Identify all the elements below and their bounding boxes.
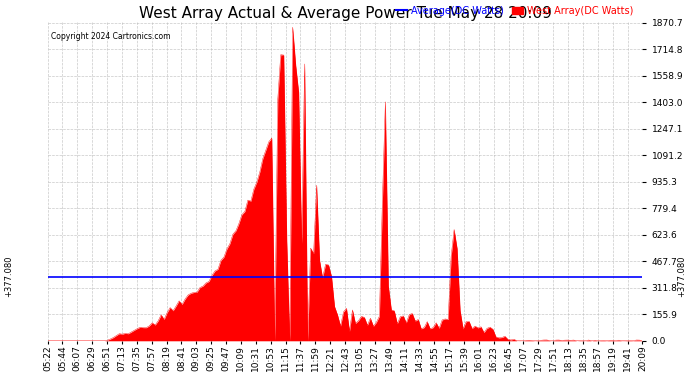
Text: +377.080: +377.080 — [4, 256, 13, 297]
Legend: Average(DC Watts), West Array(DC Watts): Average(DC Watts), West Array(DC Watts) — [392, 2, 638, 20]
Text: +377.080: +377.080 — [677, 256, 686, 297]
Title: West Array Actual & Average Power Tue May 28 20:09: West Array Actual & Average Power Tue Ma… — [139, 6, 551, 21]
Text: Copyright 2024 Cartronics.com: Copyright 2024 Cartronics.com — [50, 32, 170, 41]
